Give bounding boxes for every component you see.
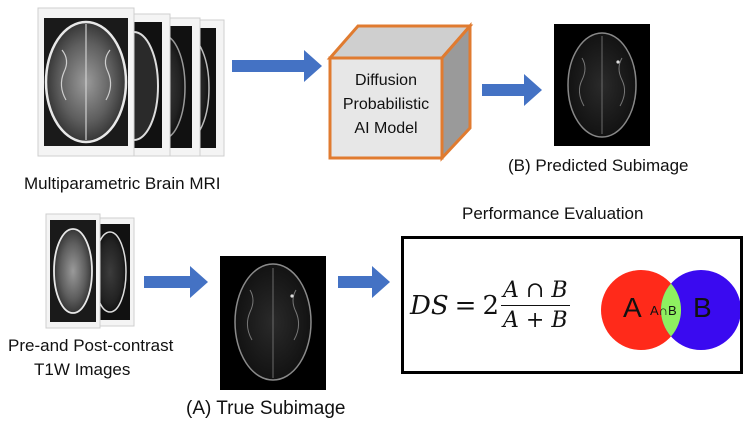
t1w-caption-line2: T1W Images [34,360,131,379]
arrow-t1w-to-true [144,266,208,298]
venn-label-intersection: A∩B [650,303,677,318]
model-label-line2: Probabilistic [342,96,430,113]
true-subimage [220,256,326,390]
dice-score-formula: DS = 2 A ∩ B A + B [410,278,570,333]
formula-denominator: A + B [503,308,568,333]
venn-intersection [660,283,682,337]
arrow-model-to-predicted [482,74,542,106]
true-subimage-caption: (A) True Subimage [186,398,346,419]
formula-lhs: DS [410,290,449,321]
arrows [144,50,542,298]
venn-diagram [601,270,741,350]
t1w-stack [45,213,135,329]
t1w-caption-line1: Pre-and Post-contrast [8,336,174,355]
model-cube [326,22,474,162]
formula-equals: = [454,290,477,321]
mri-slice-1 [37,7,135,157]
performance-evaluation-box [401,236,743,374]
formula-numerator: A ∩ B [501,278,570,306]
venn-label-b: B [693,292,712,323]
mri-caption: Multiparametric Brain MRI [24,174,221,193]
t1w-slice-pre [45,213,101,329]
model-label-line1: Diffusion [355,72,417,89]
predicted-subimage-caption: (B) Predicted Subimage [508,156,689,175]
mri-stack [37,7,225,157]
formula-coefficient: 2 [482,290,500,321]
predicted-subimage [554,24,650,146]
model-label-line3: AI Model [354,120,418,137]
performance-evaluation-title: Performance Evaluation [462,204,644,223]
venn-circle-a [601,270,681,350]
arrow-mri-to-model [232,50,322,82]
venn-label-a: A [623,292,642,323]
arrow-true-to-eval [338,266,390,298]
formula-fraction: A ∩ B A + B [501,278,570,333]
venn-circle-b [661,270,741,350]
